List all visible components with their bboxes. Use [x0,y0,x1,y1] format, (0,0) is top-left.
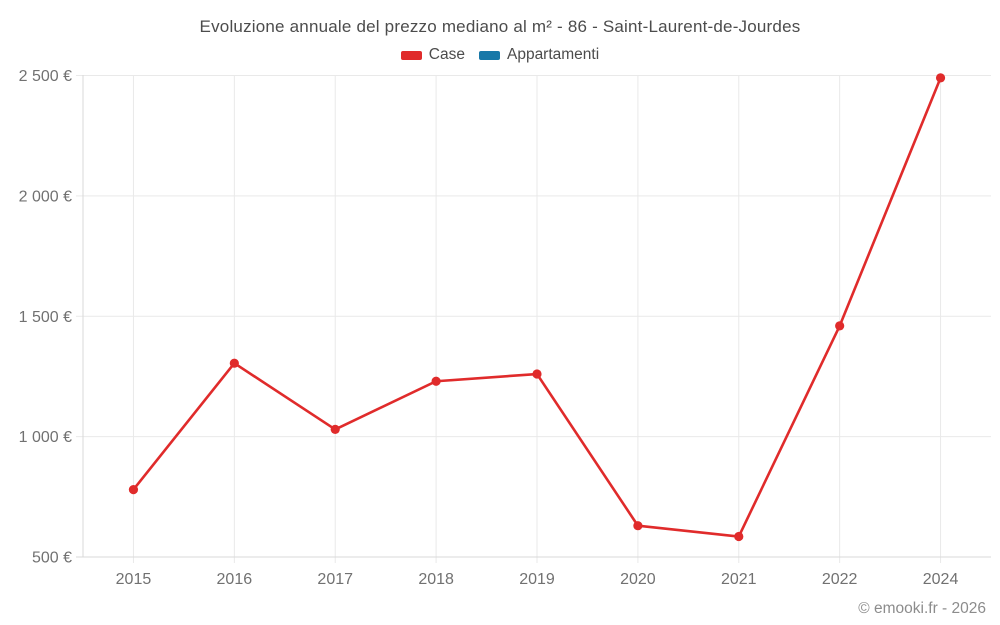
x-axis-label: 2021 [721,571,757,588]
data-point-2015[interactable] [128,484,139,495]
y-axis-label: 2 000 € [19,188,72,205]
data-point-2018[interactable] [431,376,441,386]
data-point-2020[interactable] [633,521,643,531]
x-axis-label: 2024 [923,571,959,588]
data-point-2017[interactable] [330,424,340,435]
x-axis-label: 2022 [822,571,858,588]
x-axis-label: 2018 [418,571,454,588]
legend-swatch-appartamenti-icon [478,50,500,60]
x-axis-label: 2016 [217,571,253,588]
x-axis-label: 2017 [317,571,353,588]
legend-label-case: Case [428,46,465,63]
data-point-2016[interactable] [229,358,239,368]
data-point-2024[interactable] [935,73,946,83]
legend: Case Appartamenti [0,46,1000,64]
x-axis-label: 2015 [116,571,152,588]
data-point-2019[interactable] [532,369,542,379]
copyright-watermark: © emooki.fr - 2026 [858,600,986,617]
data-point-2022[interactable] [835,321,845,331]
data-point-2021[interactable] [734,531,744,542]
y-axis-label: 1 500 € [19,309,72,326]
legend-label-appartamenti: Appartamenti [506,46,600,63]
chart-title: Evoluzione annuale del prezzo mediano al… [199,17,801,36]
x-axis-label: 2019 [519,571,555,588]
y-axis-label: 1 000 € [19,429,72,446]
y-axis-label: 500 € [32,550,72,567]
legend-item-case[interactable]: Case [400,46,465,64]
y-axis-label: 2 500 € [19,68,72,85]
legend-swatch-case-icon [400,50,422,60]
legend-item-appartamenti[interactable]: Appartamenti [478,46,600,64]
x-axis-label: 2020 [620,571,656,588]
